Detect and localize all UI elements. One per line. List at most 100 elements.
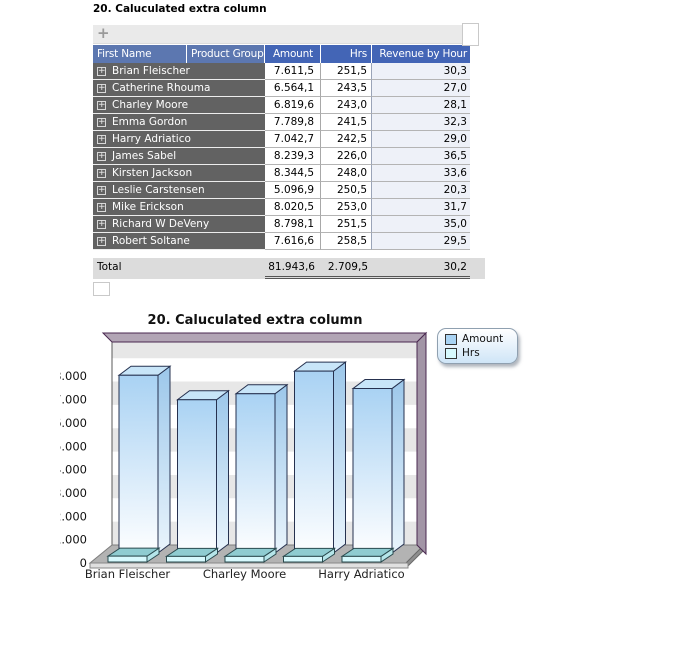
row-name-cell[interactable]: + Catherine Rhouma bbox=[93, 80, 265, 97]
table-row[interactable]: + Emma Gordon 7.789,8 241,5 32,3 bbox=[93, 114, 485, 131]
row-name-label: Charley Moore bbox=[112, 99, 189, 111]
table-row[interactable]: + Leslie Carstensen 5.096,9 250,5 20,3 bbox=[93, 182, 485, 199]
revenue-by-hour-cell: 32,3 bbox=[372, 114, 470, 131]
row-name-cell[interactable]: + Emma Gordon bbox=[93, 114, 265, 131]
hrs-cell: 251,5 bbox=[321, 216, 372, 233]
row-name-label: James Sabel bbox=[112, 150, 177, 162]
revenue-by-hour-cell: 35,0 bbox=[372, 216, 470, 233]
table-row[interactable]: + Mike Erickson 8.020,5 253,0 31,7 bbox=[93, 199, 485, 216]
hrs-series-swatch-icon bbox=[445, 347, 457, 359]
amount-cell: 7.611,5 bbox=[265, 63, 321, 80]
expand-icon[interactable]: + bbox=[97, 167, 106, 178]
total-label: Total bbox=[97, 261, 122, 273]
amount-cell: 6.819,6 bbox=[265, 97, 321, 114]
row-name-cell[interactable]: + Brian Fleischer bbox=[93, 63, 265, 80]
expand-icon[interactable]: + bbox=[97, 116, 106, 127]
expand-icon[interactable]: + bbox=[97, 184, 106, 195]
table-row[interactable]: + Brian Fleischer 7.611,5 251,5 30,3 bbox=[93, 63, 485, 80]
total-revenue: 30,2 bbox=[372, 258, 470, 279]
table-row[interactable]: + Robert Soltane 7.616,6 258,5 29,5 bbox=[93, 233, 485, 250]
row-name-label: Leslie Carstensen bbox=[112, 184, 205, 196]
amount-cell: 8.020,5 bbox=[265, 199, 321, 216]
row-name-cell[interactable]: + Harry Adriatico bbox=[93, 131, 265, 148]
svg-text:0: 0 bbox=[80, 556, 87, 570]
row-name-cell[interactable]: + Mike Erickson bbox=[93, 199, 265, 216]
svg-text:Charley Moore: Charley Moore bbox=[203, 567, 286, 581]
add-column-icon[interactable]: + bbox=[97, 24, 110, 42]
row-name-cell[interactable]: + Charley Moore bbox=[93, 97, 265, 114]
pivot-header-row: First Name Product Group Name Amount Hrs… bbox=[93, 45, 485, 63]
expand-icon[interactable]: + bbox=[97, 201, 106, 212]
table-row[interactable]: + James Sabel 8.239,3 226,0 36,5 bbox=[93, 148, 485, 165]
legend-item-hrs: Hrs bbox=[445, 346, 517, 360]
expand-icon[interactable]: + bbox=[97, 99, 106, 110]
hrs-cell: 251,5 bbox=[321, 63, 372, 80]
table-row[interactable]: + Richard W DeVeny 8.798,1 251,5 35,0 bbox=[93, 216, 485, 233]
svg-text:3.000: 3.000 bbox=[60, 486, 87, 500]
column-header-first-name[interactable]: First Name bbox=[93, 45, 187, 63]
row-name-cell[interactable]: + Leslie Carstensen bbox=[93, 182, 265, 199]
row-name-label: Kirsten Jackson bbox=[112, 167, 193, 179]
table-row[interactable]: + Catherine Rhouma 6.564,1 243,5 27,0 bbox=[93, 80, 485, 97]
table-row[interactable]: + Harry Adriatico 7.042,7 242,5 29,0 bbox=[93, 131, 485, 148]
hrs-cell: 253,0 bbox=[321, 199, 372, 216]
total-hrs: 2.709,5 bbox=[321, 258, 372, 279]
svg-text:Brian Fleischer: Brian Fleischer bbox=[85, 567, 171, 581]
amount-cell: 7.616,6 bbox=[265, 233, 321, 250]
column-header-product-group-name[interactable]: Product Group Name bbox=[187, 45, 265, 63]
chart-area: 0 1.000 2.000 3.000 4.000 5.000 6.000 7.000 8.00… bbox=[60, 310, 600, 605]
column-header-hrs[interactable]: Hrs bbox=[321, 45, 372, 63]
row-name-cell[interactable]: + Kirsten Jackson bbox=[93, 165, 265, 182]
amount-cell: 8.344,5 bbox=[265, 165, 321, 182]
legend-label: Amount bbox=[462, 333, 504, 345]
revenue-by-hour-cell: 31,7 bbox=[372, 199, 470, 216]
expand-icon[interactable]: + bbox=[97, 218, 106, 229]
row-name-cell[interactable]: + James Sabel bbox=[93, 148, 265, 165]
amount-cell: 7.789,8 bbox=[265, 114, 321, 131]
revenue-by-hour-cell: 20,3 bbox=[372, 182, 470, 199]
hrs-cell: 248,0 bbox=[321, 165, 372, 182]
hrs-cell: 243,5 bbox=[321, 80, 372, 97]
hrs-cell: 250,5 bbox=[321, 182, 372, 199]
pivot-table: + First Name Product Group Name Amount H… bbox=[93, 23, 485, 296]
table-row[interactable]: + Kirsten Jackson 8.344,5 248,0 33,6 bbox=[93, 165, 485, 182]
hrs-cell: 241,5 bbox=[321, 114, 372, 131]
hrs-cell: 242,5 bbox=[321, 131, 372, 148]
total-amount: 81.943,6 bbox=[265, 258, 321, 279]
chart-title: 20. Caluculated extra column bbox=[147, 313, 363, 328]
table-row[interactable]: + Charley Moore 6.819,6 243,0 28,1 bbox=[93, 97, 485, 114]
expand-icon[interactable]: + bbox=[97, 65, 106, 76]
svg-text:2.000: 2.000 bbox=[60, 509, 87, 523]
row-name-label: Robert Soltane bbox=[112, 235, 190, 247]
row-name-label: Emma Gordon bbox=[112, 116, 188, 128]
column-header-revenue-by-hour[interactable]: Revenue by Hour bbox=[372, 45, 470, 63]
hrs-cell: 226,0 bbox=[321, 148, 372, 165]
revenue-by-hour-cell: 29,0 bbox=[372, 131, 470, 148]
row-name-label: Brian Fleischer bbox=[112, 65, 190, 77]
row-name-cell[interactable]: + Robert Soltane bbox=[93, 233, 265, 250]
svg-text:7.000: 7.000 bbox=[60, 393, 87, 407]
row-name-label: Harry Adriatico bbox=[112, 133, 191, 145]
row-name-label: Mike Erickson bbox=[112, 201, 184, 213]
row-name-label: Catherine Rhouma bbox=[112, 82, 211, 94]
legend-label: Hrs bbox=[462, 347, 480, 359]
column-header-amount[interactable]: Amount bbox=[265, 45, 321, 63]
expand-icon[interactable]: + bbox=[97, 150, 106, 161]
revenue-by-hour-cell: 36,5 bbox=[372, 148, 470, 165]
bar-chart-canvas: 0 1.000 2.000 3.000 4.000 5.000 6.000 7.000 8.00… bbox=[60, 331, 428, 581]
hrs-cell: 258,5 bbox=[321, 233, 372, 250]
chart-legend: Amount Hrs bbox=[437, 328, 518, 364]
expand-icon[interactable]: + bbox=[97, 235, 106, 246]
svg-text:6.000: 6.000 bbox=[60, 416, 87, 430]
amount-cell: 8.239,3 bbox=[265, 148, 321, 165]
amount-cell: 7.042,7 bbox=[265, 131, 321, 148]
row-name-cell[interactable]: + Richard W DeVeny bbox=[93, 216, 265, 233]
amount-cell: 8.798,1 bbox=[265, 216, 321, 233]
footer-empty-cell bbox=[93, 282, 110, 296]
expand-icon[interactable]: + bbox=[97, 82, 106, 93]
expand-icon[interactable]: + bbox=[97, 133, 106, 144]
page-title: 20. Caluculated extra column bbox=[93, 3, 267, 15]
legend-item-amount: Amount bbox=[445, 332, 517, 346]
amount-cell: 6.564,1 bbox=[265, 80, 321, 97]
